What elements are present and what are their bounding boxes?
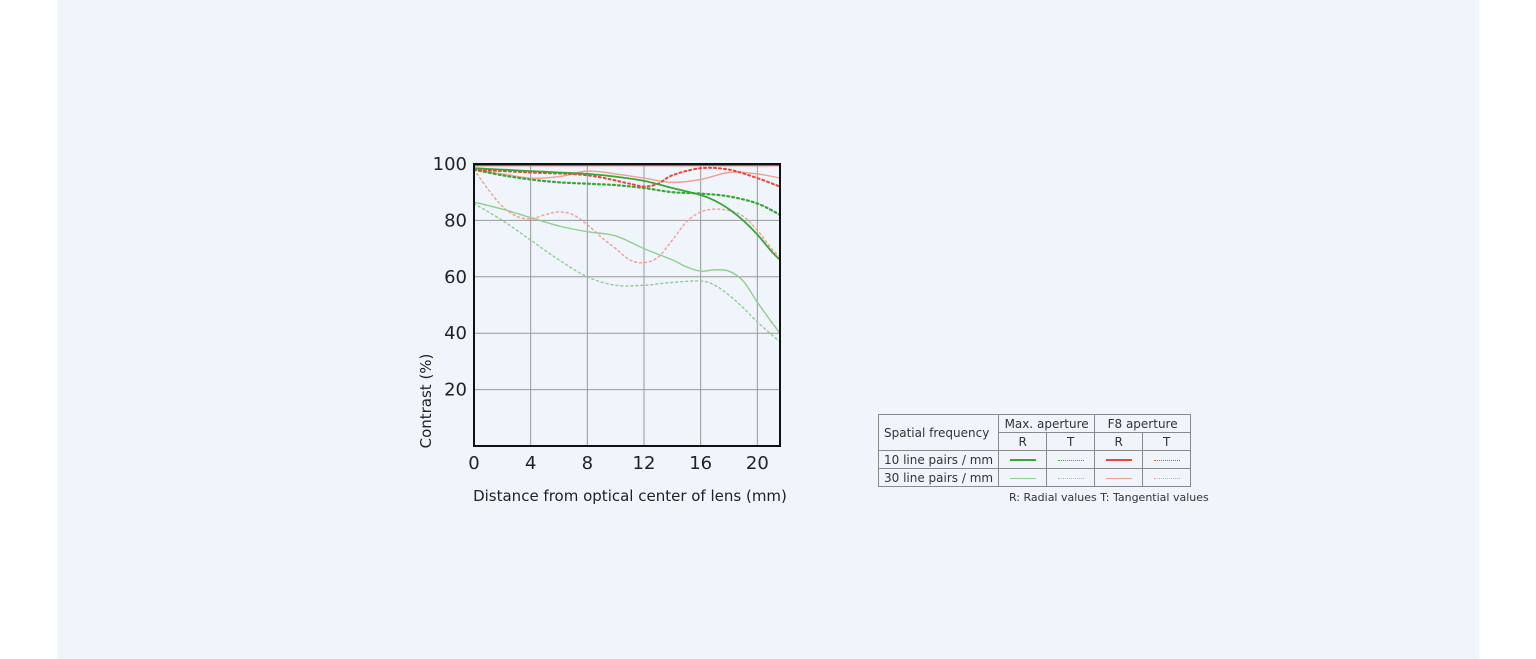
y-tick-label: 60 — [444, 267, 467, 288]
y-axis-label: Contrast (%) — [417, 354, 435, 449]
x-tick-label: 16 — [689, 453, 712, 474]
y-tick-label: 100 — [433, 154, 467, 175]
series-30lp-max-r — [473, 201, 781, 334]
legend-header-t: T — [1046, 432, 1096, 451]
x-tick-label: 20 — [746, 453, 769, 474]
series-30lp-max-t — [473, 202, 781, 343]
series-30lp-f8-t — [473, 168, 781, 264]
legend-row-30lp: 30 line pairs / mm — [877, 468, 1000, 487]
y-tick-label: 40 — [444, 323, 467, 344]
legend-swatch-30-max-t — [1046, 468, 1096, 487]
x-axis-label: Distance from optical center of lens (mm… — [473, 487, 787, 505]
legend-header-f8-aperture: F8 aperture — [1094, 414, 1192, 433]
legend-table: Spatial frequency Max. aperture F8 apert… — [877, 414, 1192, 487]
legend-swatch-10-f8-r — [1094, 450, 1144, 469]
legend-swatch-10-max-t — [1046, 450, 1096, 469]
mtf-chart: 20 40 60 80 100 0 4 8 12 16 20 Contrast (%) Dista… — [417, 154, 787, 505]
legend-note: R: Radial values T: Tangential values — [1009, 491, 1209, 504]
legend-swatch-30-max-r — [998, 468, 1048, 487]
legend-swatch-30-f8-r — [1094, 468, 1144, 487]
grid — [473, 163, 780, 446]
x-axis-ticks: 0 4 8 12 16 20 — [468, 453, 769, 474]
x-tick-label: 8 — [582, 453, 593, 474]
series-30lp-f8-r — [473, 168, 781, 184]
legend-header-max-aperture: Max. aperture — [998, 414, 1096, 433]
legend-header-t: T — [1142, 432, 1192, 451]
y-axis-ticks: 20 40 60 80 100 — [433, 154, 467, 401]
legend-swatch-10-max-r — [998, 450, 1048, 469]
x-tick-label: 0 — [468, 453, 479, 474]
legend-header-frequency: Spatial frequency — [877, 414, 1000, 451]
y-tick-label: 80 — [444, 210, 467, 231]
mtf-panel: 20 40 60 80 100 0 4 8 12 16 20 Contrast (%) Dista… — [57, 0, 1479, 659]
legend-header-r: R — [1094, 432, 1144, 451]
x-tick-label: 12 — [633, 453, 656, 474]
series-10lp-max-t — [472, 168, 782, 216]
legend-swatch-30-f8-t — [1142, 468, 1192, 487]
series-10lp-max-r — [473, 167, 781, 261]
series-layer — [472, 164, 782, 343]
legend-header-r: R — [998, 432, 1048, 451]
x-tick-label: 4 — [525, 453, 536, 474]
plot-frame — [473, 163, 781, 447]
legend-row-10lp: 10 line pairs / mm — [877, 450, 1000, 469]
legend-swatch-10-f8-t — [1142, 450, 1192, 469]
y-tick-label: 20 — [444, 380, 467, 401]
